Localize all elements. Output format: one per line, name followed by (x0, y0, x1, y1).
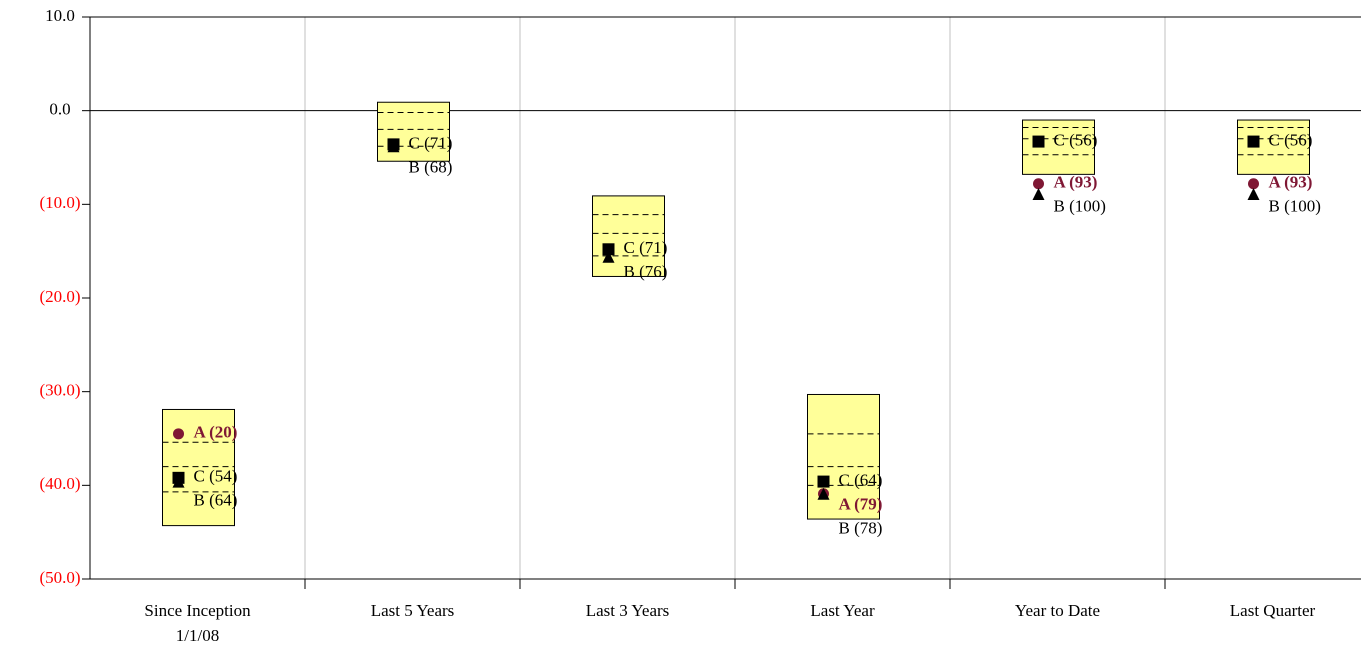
y-tick-label: (30.0) (39, 381, 80, 400)
x-tick-label: Last 5 Years (306, 598, 520, 623)
point-label: C (71) (409, 133, 453, 152)
y-tick-label: (40.0) (39, 474, 80, 493)
marker-square (388, 138, 400, 150)
percentile-box (378, 102, 450, 161)
point-label: A (93) (1054, 173, 1098, 192)
point-label: A (93) (1269, 173, 1313, 192)
marker-square (173, 472, 185, 484)
y-tick-label: (10.0) (39, 193, 80, 212)
marker-square (603, 243, 615, 255)
x-tick-label: Last 3 Years (521, 598, 735, 623)
marker-circle (1033, 178, 1044, 189)
marker-circle (1248, 178, 1259, 189)
point-label: A (79) (839, 494, 883, 513)
y-tick-label: (20.0) (39, 287, 80, 306)
point-label: C (71) (624, 238, 668, 257)
marker-square (1033, 136, 1045, 148)
y-tick-label: 10.0 (45, 6, 75, 25)
x-tick-label: Year to Date (951, 598, 1165, 623)
marker-square (818, 476, 830, 488)
x-tick-label: Since Inception 1/1/08 (91, 598, 305, 648)
point-label: B (68) (409, 157, 453, 176)
point-label: C (56) (1054, 130, 1098, 149)
point-label: C (56) (1269, 130, 1313, 149)
point-label: C (64) (839, 470, 883, 489)
point-label: B (78) (839, 518, 883, 537)
x-tick-label: Last Quarter (1166, 598, 1361, 623)
marker-square (1248, 136, 1260, 148)
point-label: B (76) (624, 262, 668, 281)
point-label: B (64) (194, 491, 238, 510)
marker-triangle (1248, 188, 1260, 200)
point-label: C (54) (194, 467, 238, 486)
x-tick-label: Last Year (736, 598, 950, 623)
y-tick-label: (50.0) (39, 568, 80, 587)
point-label: A (20) (194, 423, 238, 442)
point-label: B (100) (1269, 197, 1321, 216)
marker-circle (173, 428, 184, 439)
y-tick-label: 0.0 (49, 100, 70, 119)
point-label: B (100) (1054, 197, 1106, 216)
marker-triangle (1033, 188, 1045, 200)
